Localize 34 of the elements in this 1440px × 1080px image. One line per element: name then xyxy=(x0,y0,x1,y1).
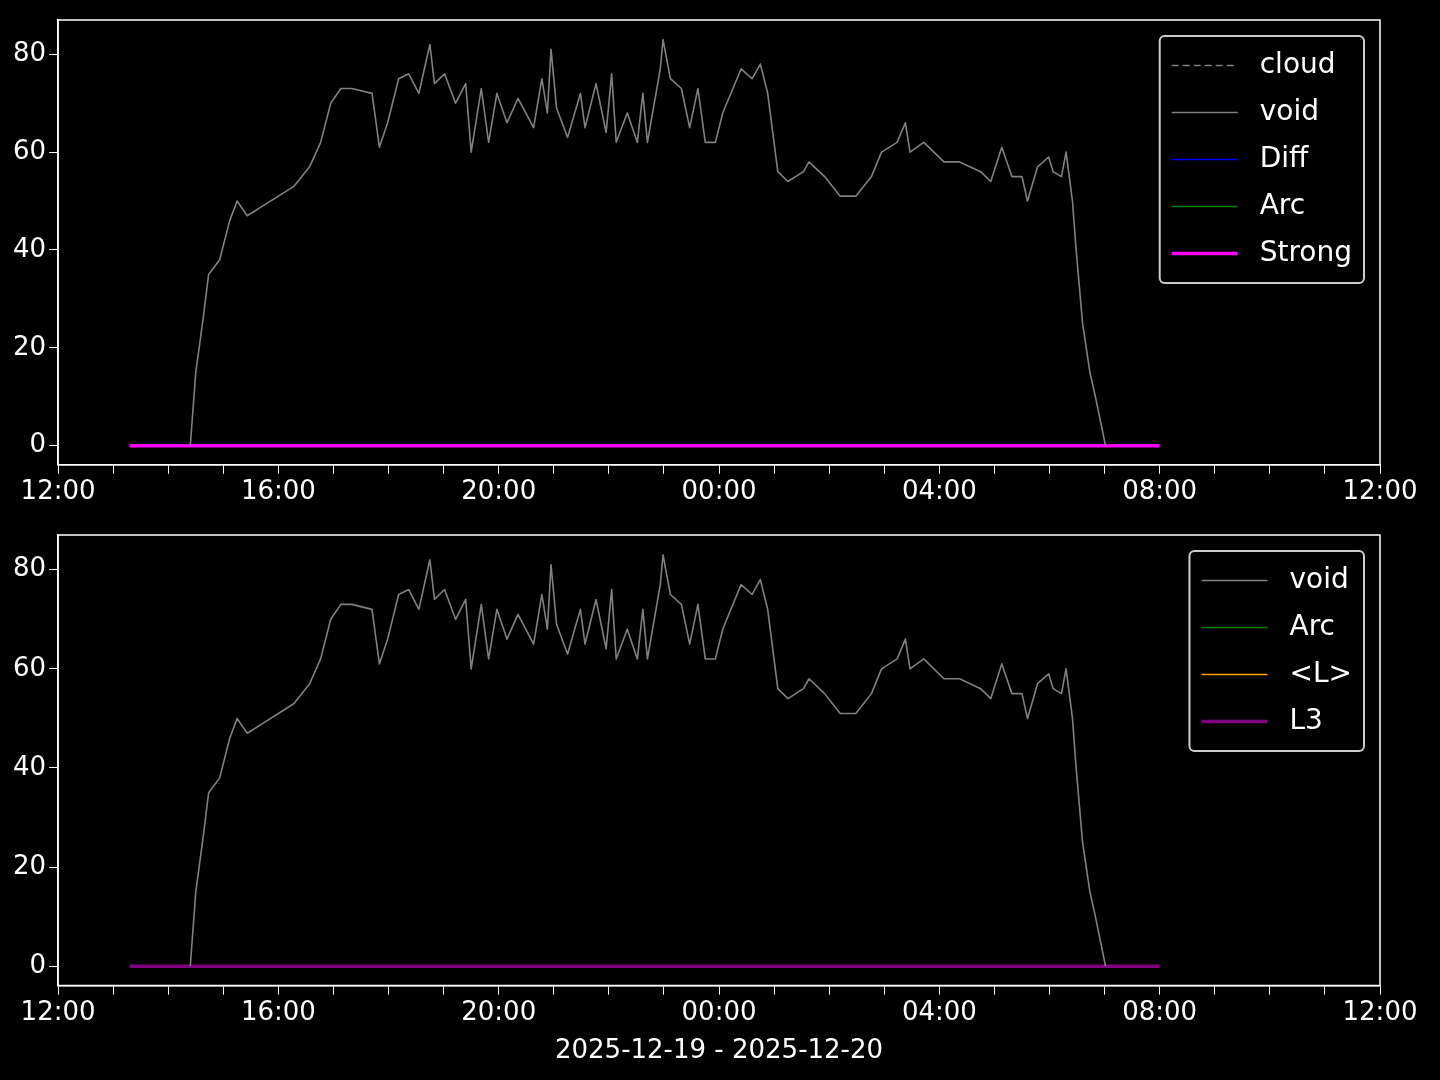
legend-label: void xyxy=(1259,93,1319,127)
legend-label: void xyxy=(1289,561,1349,595)
legend-label: Arc xyxy=(1259,187,1306,221)
legend-label: Diff xyxy=(1259,140,1310,174)
legend-label: Arc xyxy=(1289,608,1335,642)
x-tick-label: 20:00 xyxy=(461,995,537,1026)
y-tick-label: 20 xyxy=(12,849,47,880)
x-tick-label: 16:00 xyxy=(240,995,316,1026)
y-tick-label: 80 xyxy=(12,552,47,583)
legend-label: cloud xyxy=(1259,46,1336,80)
x-tick-label: 20:00 xyxy=(461,475,537,506)
legend-label: Strong xyxy=(1259,234,1353,268)
x-axis-title: 2025-12-19 - 2025-12-20 xyxy=(554,1034,884,1065)
y-tick-label: 0 xyxy=(29,428,47,459)
x-tick-label: 08:00 xyxy=(1122,475,1198,506)
y-tick-label: 20 xyxy=(12,330,47,361)
x-tick-label: 00:00 xyxy=(681,995,757,1026)
y-tick-label: 0 xyxy=(29,949,47,980)
x-tick-label: 00:00 xyxy=(681,475,757,506)
x-tick-label: 12:00 xyxy=(1342,475,1418,506)
x-tick-label: 08:00 xyxy=(1122,995,1198,1026)
x-tick-label: 12:00 xyxy=(20,475,96,506)
x-tick-label: 04:00 xyxy=(901,475,977,506)
legend-label: <L> xyxy=(1289,655,1353,689)
y-tick-label: 80 xyxy=(12,37,47,67)
y-tick-label: 40 xyxy=(12,750,47,781)
y-tick-label: 60 xyxy=(12,651,47,682)
y-tick-label: 60 xyxy=(12,134,47,165)
x-tick-label: 04:00 xyxy=(901,995,977,1026)
x-tick-label: 16:00 xyxy=(240,475,316,506)
legend-label: L3 xyxy=(1289,702,1323,736)
x-tick-label: 12:00 xyxy=(20,995,96,1026)
x-tick-label: 12:00 xyxy=(1342,995,1418,1026)
y-tick-label: 40 xyxy=(12,232,47,263)
